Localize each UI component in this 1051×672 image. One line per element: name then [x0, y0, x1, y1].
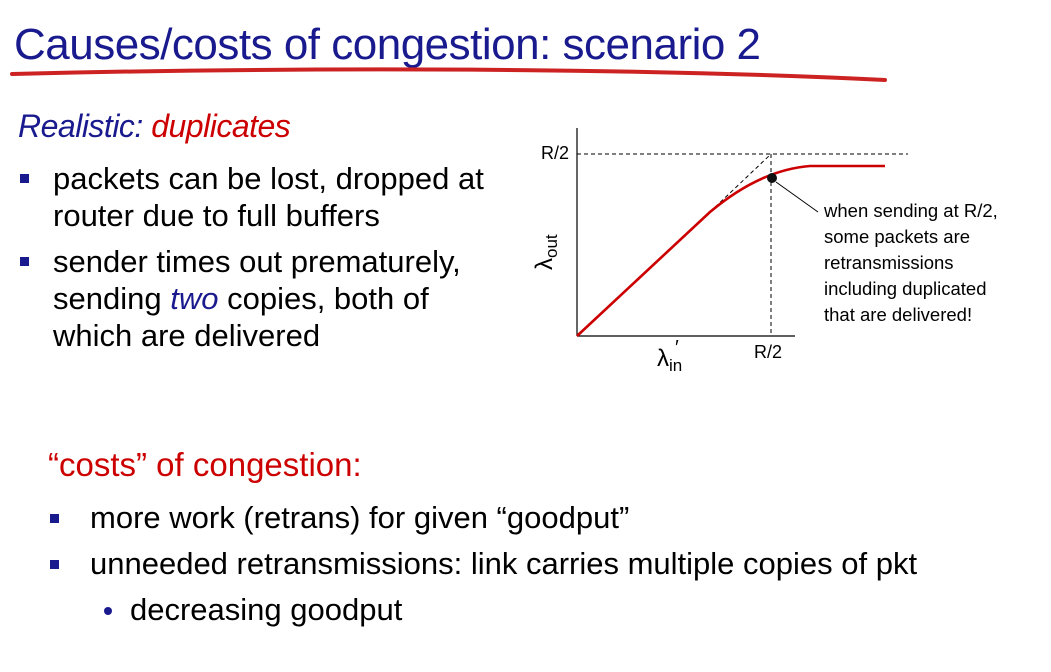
bullet-item: sender times out prematurely, sending tw…	[18, 243, 528, 354]
x-axis-label: λin ′	[657, 337, 682, 375]
y-tick-label: R/2	[541, 143, 569, 163]
y-axis-symbol: λ	[531, 258, 558, 270]
svg-text:λin: λin	[657, 345, 682, 375]
cost-item: more work (retrans) for given “goodput”	[48, 498, 917, 538]
cost-text: unneeded retransmissions: link carries m…	[90, 546, 918, 581]
x-tick-label: R/2	[754, 342, 782, 362]
subtitle-prefix: Realistic:	[18, 108, 143, 144]
x-axis-prime: ′	[675, 337, 679, 359]
bullet-text: copies, both of	[218, 281, 429, 316]
throughput-diagram: R/2 R/2 λout λin ′	[531, 128, 908, 375]
goodput-curve	[576, 164, 885, 337]
subtitle-accent: duplicates	[151, 108, 291, 144]
annotation-pointer	[775, 181, 819, 213]
x-axis-subscript: in	[669, 356, 682, 375]
y-axis-label: λout	[531, 234, 561, 270]
cost-subitem: decreasing goodput	[48, 590, 917, 630]
square-bullet-icon	[50, 560, 59, 569]
title-underline	[10, 67, 887, 82]
annotation-line: that are delivered!	[824, 304, 973, 325]
bullet-line: router due to full buffers	[53, 198, 380, 233]
slide-title: Causes/costs of congestion: scenario 2	[14, 20, 761, 69]
scenario-bullets: packets can be lost, dropped at router d…	[18, 160, 528, 363]
annotation-line: when sending at R/2,	[824, 200, 998, 221]
bullet-line: which are delivered	[53, 318, 321, 353]
costs-bullets: more work (retrans) for given “goodput” …	[48, 498, 917, 636]
x-axis-symbol: λ	[657, 345, 669, 372]
square-bullet-icon	[20, 174, 29, 183]
annotation-line: some packets are	[824, 226, 971, 247]
svg-text:λout: λout	[531, 234, 561, 270]
round-bullet-icon	[104, 607, 112, 615]
costs-heading: “costs” of congestion:	[48, 446, 362, 483]
annotation-line: retransmissions	[824, 252, 954, 273]
bullet-text: sending	[53, 281, 171, 316]
diagram-annotation: when sending at R/2, some packets are re…	[824, 198, 998, 328]
cost-text: more work (retrans) for given “goodput”	[90, 500, 630, 535]
square-bullet-icon	[50, 514, 59, 523]
bullet-line: sender times out prematurely,	[53, 244, 461, 279]
y-axis-subscript: out	[542, 234, 561, 258]
emphasis-two: two	[170, 281, 219, 316]
operating-point	[767, 173, 777, 183]
cost-subtext: decreasing goodput	[130, 592, 403, 627]
annotation-line: including duplicated	[824, 278, 987, 299]
subtitle: Realistic: duplicates	[18, 108, 291, 145]
cost-item: unneeded retransmissions: link carries m…	[48, 544, 917, 584]
bullet-line: packets can be lost, dropped at	[53, 161, 484, 196]
square-bullet-icon	[20, 257, 29, 266]
bullet-item: packets can be lost, dropped at router d…	[18, 160, 528, 234]
